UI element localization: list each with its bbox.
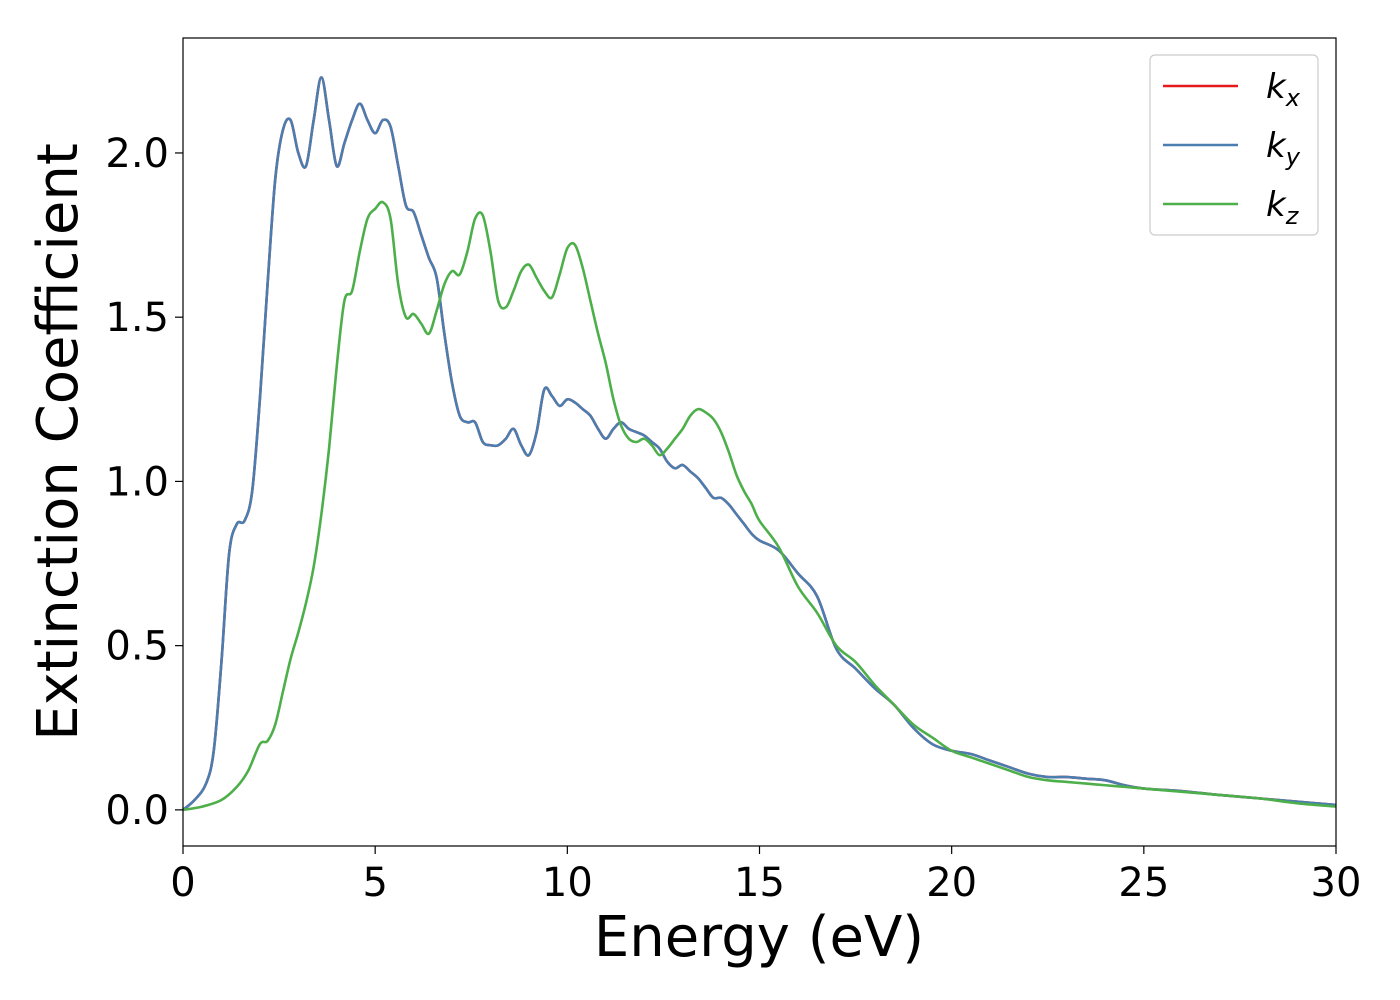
x-tick-label: 15 — [734, 860, 785, 906]
x-tick-label: 30 — [1311, 860, 1362, 906]
legend: kx ky kz — [1149, 54, 1319, 236]
series-line-k-y — [182, 76, 1337, 811]
x-tick-label: 20 — [926, 860, 977, 906]
legend-label: ky — [1266, 126, 1301, 171]
y-axis-title: Extinction Coefficient — [26, 143, 91, 741]
x-tick-label: 10 — [542, 860, 593, 906]
x-axis-title: Energy (eV) — [594, 905, 924, 970]
y-tick-label: 2.0 — [105, 131, 169, 177]
y-tick-label: 0.5 — [105, 624, 169, 670]
x-axis-ticks: 0 5 10 15 20 25 30 — [170, 846, 1361, 906]
y-axis-ticks: 0.0 0.5 1.0 1.5 2.0 — [105, 131, 183, 834]
x-tick-label: 25 — [1118, 860, 1169, 906]
y-tick-label: 0.0 — [105, 788, 169, 834]
y-tick-label: 1.0 — [105, 459, 169, 505]
x-tick-label: 0 — [170, 860, 195, 906]
legend-label: kx — [1266, 67, 1301, 112]
y-tick-label: 1.5 — [105, 295, 169, 341]
series-layer — [182, 76, 1337, 812]
legend-label: kz — [1266, 185, 1300, 230]
x-tick-label: 5 — [362, 860, 387, 906]
series-line-k-z — [182, 200, 1337, 812]
